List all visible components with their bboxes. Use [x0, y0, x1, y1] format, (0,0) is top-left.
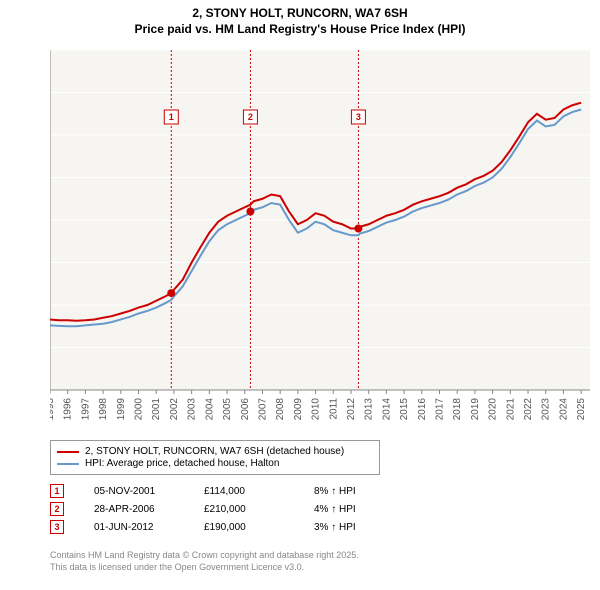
marker-table-price: £210,000	[204, 504, 284, 515]
x-tick-label: 2013	[364, 398, 375, 421]
x-tick-label: 2005	[222, 398, 233, 421]
marker-table-num: 2	[50, 502, 64, 516]
x-tick-label: 1998	[98, 398, 109, 421]
x-tick-label: 2004	[204, 398, 215, 421]
x-tick-label: 2000	[134, 398, 145, 421]
x-tick-label: 2020	[488, 398, 499, 421]
marker-table-diff: 3% ↑ HPI	[314, 522, 394, 533]
marker-table: 1 05-NOV-2001 £114,000 8% ↑ HPI 2 28-APR-2006…	[50, 484, 394, 538]
x-tick-label: 2015	[399, 398, 410, 421]
x-tick-label: 2016	[417, 398, 428, 421]
chart-svg: £0£50K£100K£150K£200K£250K£300K£350K£400…	[50, 50, 590, 440]
marker-table-row: 1 05-NOV-2001 £114,000 8% ↑ HPI	[50, 484, 394, 498]
x-tick-label: 2024	[558, 398, 569, 421]
marker-table-date: 05-NOV-2001	[94, 486, 174, 497]
marker-table-num: 3	[50, 520, 64, 534]
x-tick-label: 1995	[50, 398, 56, 421]
marker-dot	[167, 289, 175, 297]
legend-row: 2, STONY HOLT, RUNCORN, WA7 6SH (detache…	[57, 446, 373, 457]
x-tick-label: 2001	[151, 398, 162, 421]
x-tick-label: 2019	[470, 398, 481, 421]
x-tick-label: 2003	[187, 398, 198, 421]
legend-swatch	[57, 451, 79, 453]
attribution-line-1: Contains HM Land Registry data © Crown c…	[50, 550, 359, 562]
legend-swatch	[57, 463, 79, 465]
marker-table-row: 3 01-JUN-2012 £190,000 3% ↑ HPI	[50, 520, 394, 534]
marker-number: 1	[169, 112, 174, 122]
x-tick-label: 1996	[63, 398, 74, 421]
marker-dot	[246, 208, 254, 216]
x-tick-label: 1999	[116, 398, 127, 421]
marker-table-num: 1	[50, 484, 64, 498]
legend-row: HPI: Average price, detached house, Halt…	[57, 458, 373, 469]
marker-number: 3	[356, 112, 361, 122]
marker-dot	[354, 225, 362, 233]
attribution-line-2: This data is licensed under the Open Gov…	[50, 562, 359, 574]
title-line-1: 2, STONY HOLT, RUNCORN, WA7 6SH	[0, 6, 600, 22]
x-tick-label: 2007	[257, 398, 268, 421]
marker-table-date: 28-APR-2006	[94, 504, 174, 515]
x-tick-label: 2010	[311, 398, 322, 421]
x-tick-label: 2022	[523, 398, 534, 421]
x-tick-label: 2002	[169, 398, 180, 421]
marker-table-row: 2 28-APR-2006 £210,000 4% ↑ HPI	[50, 502, 394, 516]
marker-number: 2	[248, 112, 253, 122]
legend-label: 2, STONY HOLT, RUNCORN, WA7 6SH (detache…	[85, 446, 344, 457]
title-line-2: Price paid vs. HM Land Registry's House …	[0, 22, 600, 38]
x-tick-label: 2006	[240, 398, 251, 421]
x-tick-label: 2021	[505, 398, 516, 421]
x-tick-label: 2008	[275, 398, 286, 421]
marker-table-diff: 4% ↑ HPI	[314, 504, 394, 515]
x-tick-label: 2009	[293, 398, 304, 421]
chart-title: 2, STONY HOLT, RUNCORN, WA7 6SH Price pa…	[0, 0, 600, 41]
x-tick-label: 2018	[452, 398, 463, 421]
x-tick-label: 2014	[381, 398, 392, 421]
attribution: Contains HM Land Registry data © Crown c…	[50, 550, 359, 573]
legend: 2, STONY HOLT, RUNCORN, WA7 6SH (detache…	[50, 440, 380, 475]
marker-table-date: 01-JUN-2012	[94, 522, 174, 533]
marker-table-price: £190,000	[204, 522, 284, 533]
line-chart: £0£50K£100K£150K£200K£250K£300K£350K£400…	[50, 50, 590, 390]
x-tick-label: 2017	[435, 398, 446, 421]
x-tick-label: 2011	[328, 398, 339, 420]
marker-table-diff: 8% ↑ HPI	[314, 486, 394, 497]
legend-label: HPI: Average price, detached house, Halt…	[85, 458, 279, 469]
x-tick-label: 2025	[576, 398, 587, 421]
x-tick-label: 1997	[80, 398, 91, 421]
x-tick-label: 2012	[346, 398, 357, 421]
marker-table-price: £114,000	[204, 486, 284, 497]
x-tick-label: 2023	[541, 398, 552, 421]
